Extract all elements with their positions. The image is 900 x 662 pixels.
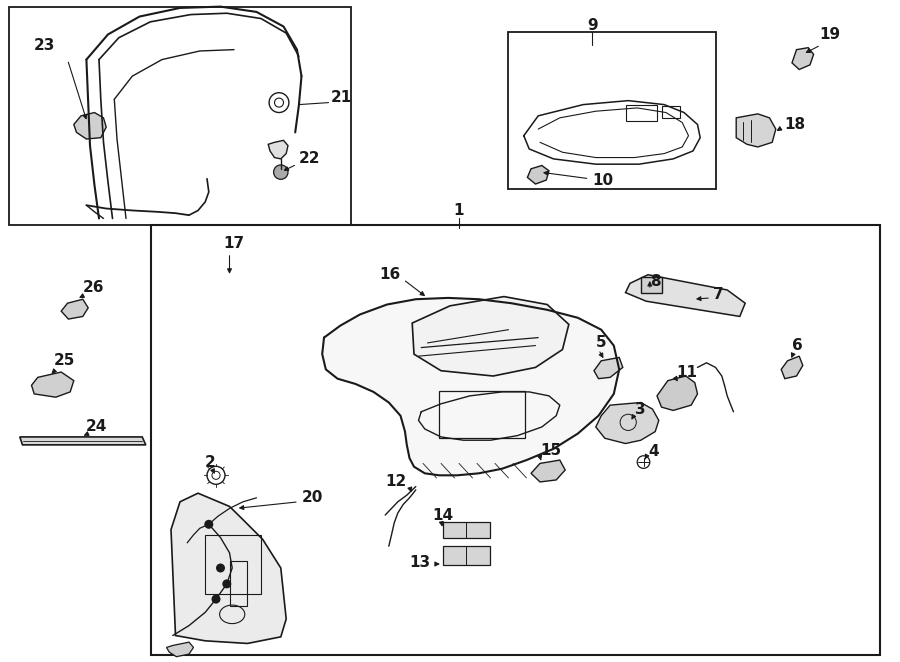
Text: 14: 14 bbox=[432, 508, 453, 522]
Polygon shape bbox=[20, 437, 146, 445]
Text: 4: 4 bbox=[648, 444, 659, 459]
Polygon shape bbox=[736, 114, 776, 147]
Text: 25: 25 bbox=[54, 354, 76, 368]
Text: 18: 18 bbox=[785, 117, 806, 132]
Text: 8: 8 bbox=[650, 274, 661, 289]
Bar bbox=[662, 106, 680, 118]
Circle shape bbox=[222, 579, 231, 589]
Bar bbox=[443, 522, 490, 538]
Text: 6: 6 bbox=[792, 338, 803, 353]
Bar bbox=[151, 225, 880, 655]
Polygon shape bbox=[171, 493, 286, 643]
Text: 22: 22 bbox=[299, 152, 320, 166]
Polygon shape bbox=[596, 402, 659, 444]
Polygon shape bbox=[166, 642, 194, 657]
Polygon shape bbox=[792, 48, 814, 70]
Text: 7: 7 bbox=[713, 287, 724, 302]
Bar bbox=[508, 32, 716, 189]
Bar bbox=[439, 391, 525, 438]
Text: 13: 13 bbox=[410, 555, 430, 570]
Polygon shape bbox=[322, 298, 619, 475]
Text: 21: 21 bbox=[331, 91, 353, 105]
Bar bbox=[626, 105, 657, 121]
Text: 9: 9 bbox=[587, 18, 598, 32]
Circle shape bbox=[212, 594, 220, 604]
Ellipse shape bbox=[274, 165, 288, 179]
Polygon shape bbox=[268, 140, 288, 159]
Text: 23: 23 bbox=[34, 38, 56, 52]
Text: 12: 12 bbox=[385, 475, 407, 489]
Text: 5: 5 bbox=[596, 336, 607, 350]
Bar bbox=[443, 546, 490, 565]
Polygon shape bbox=[641, 277, 662, 293]
Text: 15: 15 bbox=[540, 443, 561, 457]
Circle shape bbox=[204, 520, 213, 529]
Text: 1: 1 bbox=[454, 203, 464, 218]
Text: 17: 17 bbox=[223, 236, 244, 251]
Polygon shape bbox=[527, 166, 549, 184]
Text: 16: 16 bbox=[379, 267, 400, 282]
Bar bbox=[9, 7, 351, 225]
Text: 10: 10 bbox=[592, 173, 613, 187]
Polygon shape bbox=[412, 297, 569, 376]
Polygon shape bbox=[626, 275, 745, 316]
Polygon shape bbox=[657, 376, 698, 410]
Text: 11: 11 bbox=[677, 365, 698, 379]
Bar bbox=[230, 561, 247, 606]
Polygon shape bbox=[32, 372, 74, 397]
Text: 24: 24 bbox=[86, 420, 107, 434]
Text: 26: 26 bbox=[83, 281, 104, 295]
Text: 2: 2 bbox=[205, 455, 216, 469]
Polygon shape bbox=[61, 299, 88, 319]
Text: 3: 3 bbox=[634, 402, 645, 416]
Text: 20: 20 bbox=[302, 491, 323, 505]
Polygon shape bbox=[594, 357, 623, 379]
Text: 19: 19 bbox=[819, 27, 840, 42]
Polygon shape bbox=[74, 113, 106, 139]
Circle shape bbox=[216, 563, 225, 573]
Bar bbox=[205, 535, 261, 594]
Polygon shape bbox=[531, 460, 565, 482]
Polygon shape bbox=[781, 356, 803, 379]
